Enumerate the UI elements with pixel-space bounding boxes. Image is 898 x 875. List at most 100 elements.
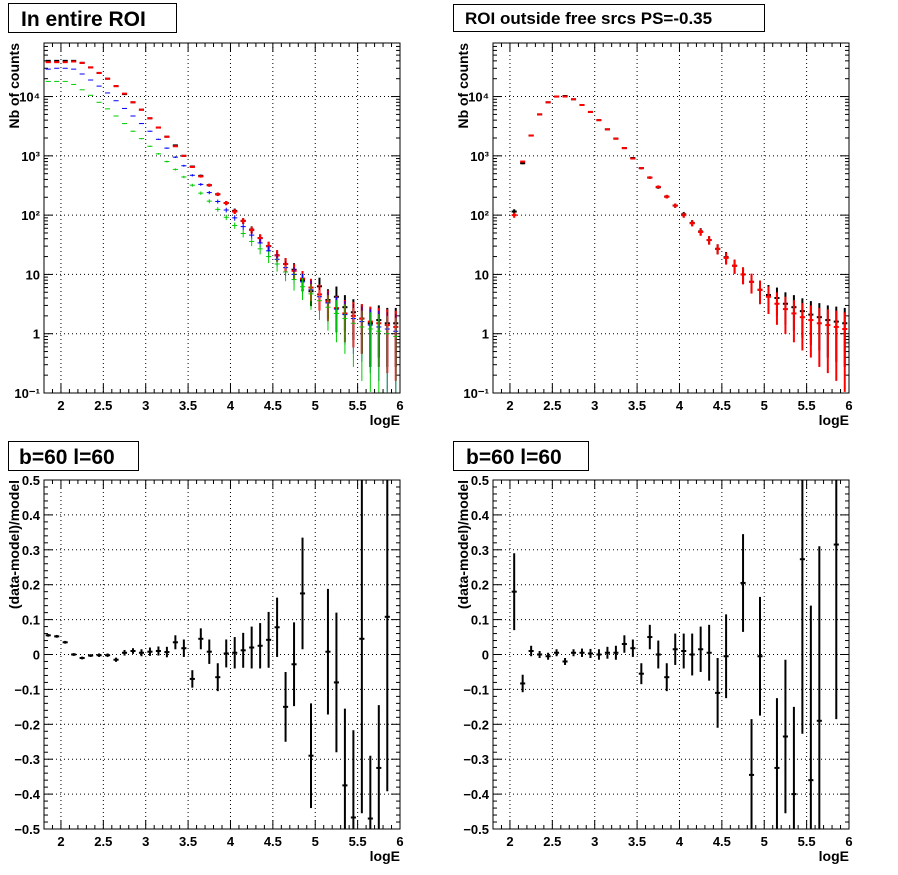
x-tick-label: 5 xyxy=(761,834,768,849)
x-tick-label: 6 xyxy=(845,398,852,413)
data-point xyxy=(138,123,145,125)
data-point xyxy=(621,147,627,150)
chart-panel-2: 2 2.5 3 3.5 4 4.5 5 5.5 6 −0.5 −0.4 −0.3 −0.2 −0.1 0 0.… xyxy=(6,473,404,864)
data-point xyxy=(698,626,704,672)
y-tick-label: 0.3 xyxy=(22,543,40,558)
data-point xyxy=(537,651,543,658)
chart-panel-1: 2 2.5 3 3.5 4 4.5 5 5.5 6 10⁻¹ 1 10 10² 10³ 10⁴ logE Nb … xyxy=(455,42,853,428)
y-tick-label: 10² xyxy=(470,208,489,223)
y-tick-label: −0.5 xyxy=(14,822,40,837)
data-point xyxy=(215,207,221,212)
data-point xyxy=(181,639,187,657)
y-axis-label: (data-model)/model xyxy=(6,480,22,609)
data-point xyxy=(706,624,712,681)
y-tick-label: 0.4 xyxy=(471,508,490,523)
x-tick-label: 4.5 xyxy=(713,834,731,849)
data-point xyxy=(206,199,212,204)
series-0 xyxy=(45,480,390,829)
data-point xyxy=(799,480,805,734)
x-axis-label: logE xyxy=(370,848,400,864)
y-tick-label: 0.4 xyxy=(22,508,41,523)
data-point xyxy=(105,108,111,110)
data-point xyxy=(706,236,712,245)
x-tick-label: 3.5 xyxy=(628,398,646,413)
data-point xyxy=(689,633,695,676)
data-point xyxy=(325,295,331,331)
data-point xyxy=(130,130,136,132)
data-point xyxy=(164,147,170,149)
data-point xyxy=(604,128,610,131)
y-tick-label: 0 xyxy=(33,648,40,663)
y-tick-label: 0.2 xyxy=(22,578,40,593)
data-point xyxy=(223,201,229,206)
panel-title-residual-right: b=60 l=60 xyxy=(453,441,589,471)
data-point xyxy=(189,165,195,168)
y-tick-label: 10⁴ xyxy=(468,90,489,105)
x-tick-label: 3 xyxy=(142,834,149,849)
data-point xyxy=(274,597,280,657)
data-point xyxy=(520,162,526,165)
data-point xyxy=(630,639,636,657)
data-point xyxy=(782,296,788,335)
data-point xyxy=(308,703,314,809)
data-point xyxy=(333,300,339,343)
data-point xyxy=(291,622,297,707)
data-point xyxy=(528,134,534,137)
y-tick-label: 0.5 xyxy=(471,473,489,488)
plot-frame xyxy=(492,42,850,394)
data-point xyxy=(206,183,212,187)
data-point xyxy=(664,663,670,692)
data-point xyxy=(147,117,153,120)
data-point xyxy=(113,100,119,102)
x-tick-label: 5 xyxy=(761,398,768,413)
y-tick-label: 10 xyxy=(26,267,40,282)
x-tick-label: 4.5 xyxy=(264,398,282,413)
data-point xyxy=(105,653,111,657)
x-tick-label: 3 xyxy=(142,398,149,413)
y-tick-label: 0 xyxy=(482,648,489,663)
data-point xyxy=(621,635,627,653)
y-tick-label: −0.1 xyxy=(463,682,489,697)
data-point xyxy=(664,194,670,199)
x-tick-label: 4.5 xyxy=(264,834,282,849)
data-point xyxy=(45,633,51,637)
data-point xyxy=(172,635,178,650)
series-0 xyxy=(511,480,839,829)
data-point xyxy=(816,307,822,367)
x-tick-label: 6 xyxy=(845,834,852,849)
data-point xyxy=(367,312,373,392)
data-point xyxy=(842,312,848,392)
data-point xyxy=(376,705,382,829)
y-axis-label: (data-model)/model xyxy=(455,480,471,609)
data-point xyxy=(562,95,568,98)
data-point xyxy=(164,160,170,163)
series-3 xyxy=(45,80,399,393)
data-point xyxy=(121,649,128,656)
data-point xyxy=(672,203,678,208)
x-tick-label: 3.5 xyxy=(179,834,197,849)
x-tick-label: 6 xyxy=(396,398,403,413)
data-point xyxy=(350,307,356,367)
data-point xyxy=(359,480,365,814)
data-point xyxy=(655,185,661,189)
data-point xyxy=(791,300,797,343)
y-tick-label: 10³ xyxy=(470,149,489,164)
data-point xyxy=(138,108,145,111)
data-point xyxy=(342,304,348,354)
data-point xyxy=(520,674,526,693)
y-tick-label: 10⁴ xyxy=(19,90,40,105)
y-tick-label: −0.4 xyxy=(14,787,40,802)
x-axis-label: logE xyxy=(819,848,849,864)
data-point xyxy=(240,632,246,668)
y-tick-label: −0.5 xyxy=(463,822,489,837)
data-point xyxy=(206,639,212,664)
x-tick-label: 2 xyxy=(506,834,513,849)
data-point xyxy=(291,271,297,291)
x-tick-label: 5.5 xyxy=(349,834,367,849)
data-point xyxy=(715,657,721,728)
chart-panel-0: 2 2.5 3 3.5 4 4.5 5 5.5 6 10⁻¹ 1 10 10² 10³ 10⁴ logE Nb … xyxy=(6,42,404,428)
data-point xyxy=(748,273,755,294)
data-point xyxy=(562,657,568,665)
x-tick-label: 4 xyxy=(676,834,684,849)
data-point xyxy=(232,222,238,229)
